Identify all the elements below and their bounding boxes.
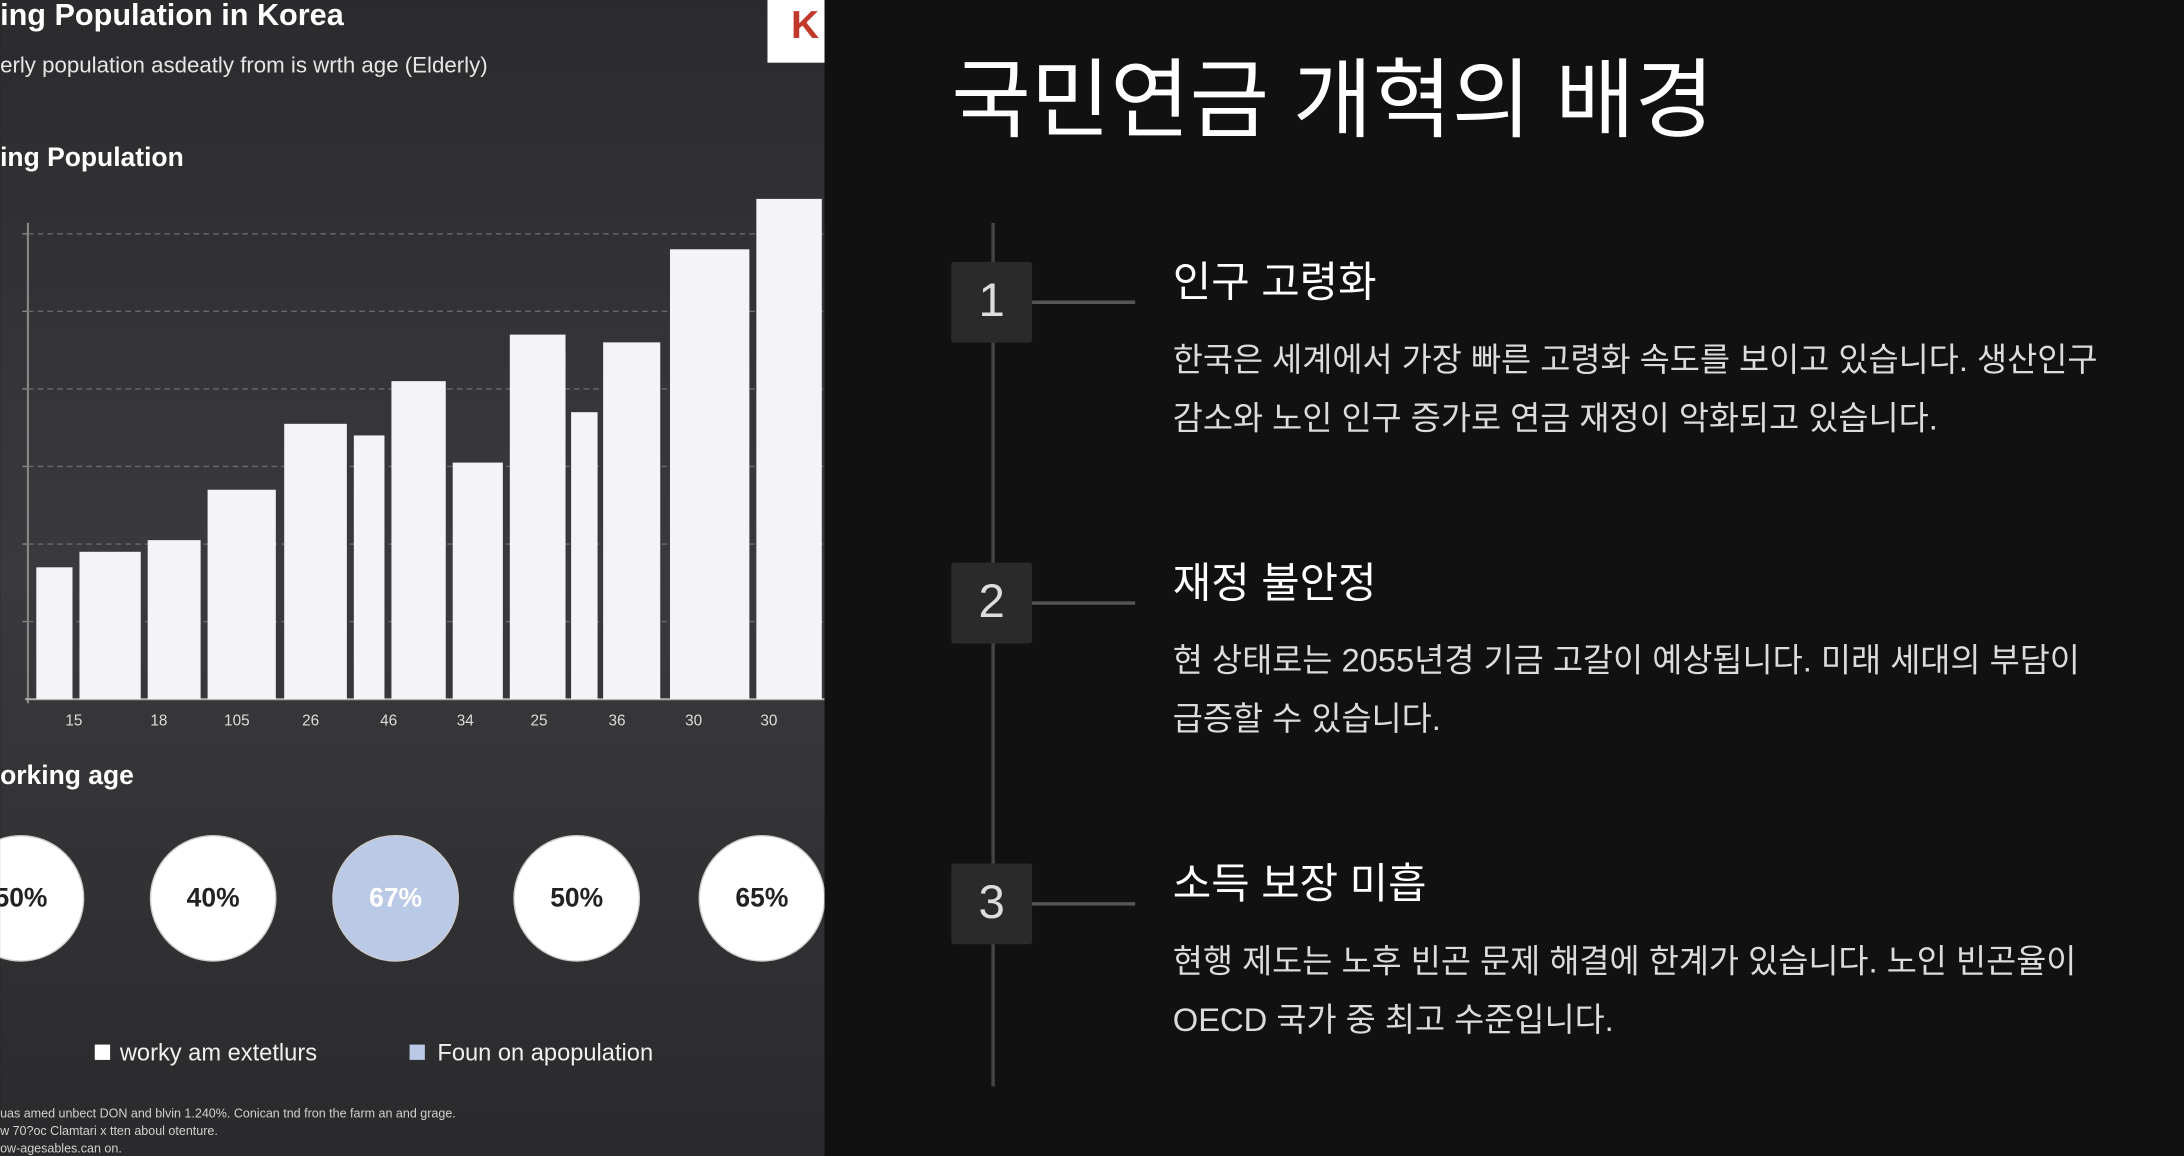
item-heading: 소득 보장 미흡 [1173, 860, 1427, 907]
legend-swatch [94, 1044, 111, 1060]
x-tick-label: 30 [760, 713, 777, 730]
image-title: ing Population in Korea [0, 0, 345, 32]
bar [391, 381, 446, 700]
number-box [951, 863, 1033, 945]
percent-circle [513, 834, 641, 962]
bar [571, 412, 598, 700]
x-tick-label: 34 [457, 713, 475, 730]
x-tick-label: 15 [65, 713, 82, 730]
logo-box [767, 0, 825, 63]
bar [207, 489, 276, 700]
chart-title: ing Population [0, 142, 184, 172]
percent-label: 50% [550, 883, 603, 913]
percent-label: 50% [0, 883, 47, 913]
item-body: 현행 제도는 노후 빈곤 문제 해결에 한계가 있습니다. 노인 빈곤율이 [1173, 942, 2077, 979]
footnote: ow-agesables.can on. [0, 1141, 122, 1155]
x-tick-label: 36 [609, 713, 626, 730]
item-heading: 인구 고령화 [1173, 259, 1377, 306]
item-number: 2 [979, 575, 1005, 628]
bar [353, 435, 385, 700]
x-tick-label: 26 [302, 713, 319, 730]
logo: K [791, 4, 819, 47]
legend-label: Foun on apopulation [437, 1041, 653, 1067]
footnote: w 70?oc Clamtari x tten aboul otenture. [0, 1124, 218, 1138]
bar [669, 249, 750, 700]
item-body: 감소와 노인 인구 증가로 연금 재정이 악화되고 있습니다. [1173, 399, 1938, 436]
number-box [951, 261, 1033, 343]
item-body: 급증할 수 있습니다. [1173, 700, 1441, 737]
bar [79, 551, 141, 700]
section-title: orking age [0, 760, 134, 790]
x-tick-label: 105 [224, 713, 250, 730]
item-body: 한국은 세계에서 가장 빠른 고령화 속도를 보이고 있습니다. 생산인구 [1173, 341, 2098, 378]
bar [36, 567, 73, 700]
x-tick-label: 25 [531, 713, 548, 730]
percent-circle [0, 834, 85, 962]
item-number: 1 [979, 274, 1005, 327]
number-box [951, 562, 1033, 644]
bar [509, 334, 566, 700]
x-tick-label: 18 [150, 713, 167, 730]
legend-swatch [409, 1044, 425, 1060]
slide-title: 국민연금 개혁의 배경 [951, 53, 1714, 149]
x-tick-label: 46 [380, 713, 397, 730]
item-number: 3 [979, 876, 1005, 929]
bar [452, 462, 503, 700]
image-subtitle: erly population asdeatly from is wrth ag… [0, 53, 488, 78]
item-heading: 재정 불안정 [1173, 559, 1377, 606]
legend-label: worky am extetlurs [119, 1041, 317, 1067]
footnote: uas amed unbect DON and blvin 1.240%. Co… [0, 1107, 456, 1121]
percent-label: 40% [187, 883, 240, 913]
percent-circle [698, 834, 825, 962]
percent-label: 65% [735, 883, 788, 913]
percent-circle [149, 834, 277, 962]
percent-circle [332, 834, 459, 962]
bar [147, 540, 201, 700]
item-body: OECD 국가 중 최고 수준입니다. [1173, 1001, 1614, 1038]
bar [603, 342, 661, 700]
bar [284, 423, 347, 700]
bar [756, 198, 822, 700]
chart-image: K ing Population in Korea erly populatio… [0, 0, 825, 1156]
x-tick-label: 30 [685, 713, 702, 730]
item-body: 현 상태로는 2055년경 기금 고갈이 예상됩니다. 미래 세대의 부담이 [1173, 642, 2080, 679]
percent-label: 67% [369, 883, 422, 913]
